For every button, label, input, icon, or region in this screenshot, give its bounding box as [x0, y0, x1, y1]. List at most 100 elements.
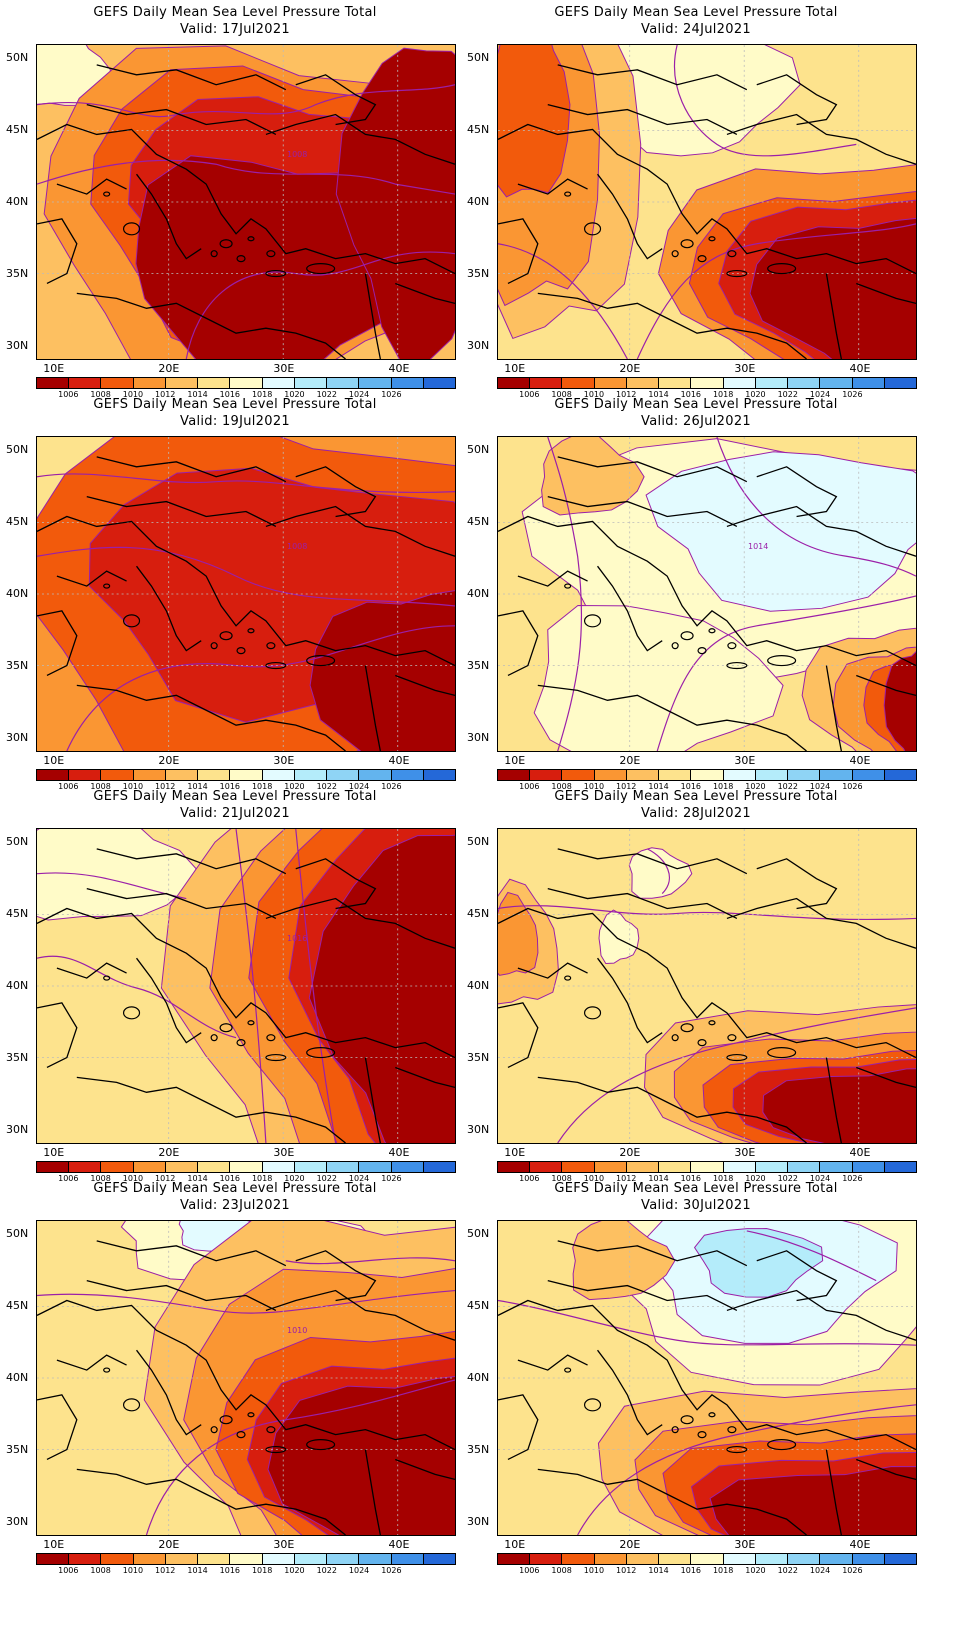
coastline	[395, 1458, 455, 1480]
island	[564, 191, 572, 197]
colorbar-tick-label: 1024	[809, 782, 831, 791]
pressure-map: 1016	[36, 828, 456, 1144]
coastline	[37, 123, 455, 275]
island	[236, 1431, 246, 1439]
map-fill-low	[749, 217, 916, 359]
isobar-line	[37, 1289, 455, 1314]
colorbar-swatch	[391, 1554, 424, 1564]
colorbar-swatch	[423, 770, 456, 780]
island	[236, 255, 246, 263]
colorbar-swatch	[498, 1162, 531, 1172]
coastline	[498, 515, 916, 667]
latitude-label: 40N	[6, 195, 29, 208]
colorbar-tick-label: 1008	[551, 1174, 572, 1183]
colorbar-swatch	[723, 1162, 756, 1172]
island	[583, 1006, 602, 1020]
longitude-label: 40E	[388, 362, 410, 375]
island	[583, 222, 602, 236]
colorbar-tick-label: 1006	[519, 1174, 540, 1183]
colorbar-swatch	[423, 1162, 456, 1172]
coastline	[856, 1066, 916, 1088]
island	[219, 1023, 233, 1033]
colorbar-swatch	[230, 1162, 263, 1172]
colorbar-tick-label: 1006	[58, 1566, 79, 1575]
map-fill-low	[498, 891, 539, 976]
coastline	[498, 1002, 539, 1069]
coastline	[756, 74, 838, 126]
island	[122, 1398, 141, 1412]
colorbar-swatch	[133, 1554, 166, 1564]
latitude-label: 35N	[467, 1050, 490, 1064]
colorbar-tick-label: 1010	[583, 1174, 605, 1183]
colorbar-swatch	[69, 378, 102, 388]
isobar-line	[37, 159, 455, 195]
island	[697, 255, 707, 263]
contour-label: 1008	[287, 542, 308, 551]
map-panel: GEFS Daily Mean Sea Level Pressure Total…	[461, 784, 931, 1183]
island	[210, 1426, 218, 1434]
colorbar-swatch	[262, 378, 295, 388]
coastline	[295, 1250, 377, 1302]
colorbar-swatch	[230, 1554, 263, 1564]
latitude-label: 45N	[6, 123, 29, 137]
coastline	[364, 1449, 381, 1535]
colorbar-swatch	[198, 1162, 231, 1172]
colorbar-tick-label: 1020	[284, 1174, 305, 1183]
island	[671, 1034, 679, 1042]
colorbar-swatch	[198, 770, 231, 780]
map-panel: GEFS Daily Mean Sea Level Pressure Total…	[0, 1176, 470, 1575]
panel-title: GEFS Daily Mean Sea Level Pressure Total…	[461, 396, 931, 430]
latitude-label: 30N	[467, 338, 490, 352]
isobar-line	[746, 1230, 877, 1282]
coastline	[498, 907, 916, 1059]
map-fill-high	[533, 605, 784, 751]
colorbar-tick-label: 1018	[712, 390, 734, 399]
longitude-label: 10E	[43, 362, 65, 375]
colorbar-swatch	[562, 1162, 595, 1172]
contour-label: 1014	[748, 542, 769, 551]
colorbar-swatch	[852, 770, 885, 780]
longitude-label: 10E	[504, 1538, 526, 1551]
colorbar-labels: 1006 1008 1010 1012 1014 1016 1018 1020 1022 1024…	[497, 1566, 917, 1576]
latitude-label: 45N	[467, 515, 490, 529]
island	[103, 583, 111, 589]
longitude-label: 20E	[158, 1538, 180, 1551]
coastline	[76, 1468, 346, 1535]
island	[210, 642, 218, 650]
island	[265, 269, 287, 278]
colorbar-swatch	[788, 1162, 821, 1172]
colorbar-tick-label: 1022	[777, 390, 798, 399]
colorbar-tick-label: 1014	[187, 390, 208, 399]
island	[708, 628, 716, 634]
latitude-label: 45N	[467, 907, 490, 921]
panel-title-valid: Valid: 23Jul2021	[180, 1198, 290, 1213]
colorbar-tick-label: 1012	[155, 390, 176, 399]
latitude-label: 30N	[467, 730, 490, 744]
colorbar	[36, 769, 456, 781]
coastline	[265, 1289, 455, 1341]
colorbar-tick-label: 1012	[616, 1174, 637, 1183]
latitude-label: 50N	[467, 51, 490, 65]
panel-title-valid: Valid: 24Jul2021	[641, 22, 751, 37]
colorbar-swatch	[294, 1162, 328, 1172]
colorbar-swatch	[327, 1554, 360, 1564]
colorbar-swatch	[391, 770, 424, 780]
latitude-label: 30N	[6, 1514, 29, 1528]
colorbar-tick-label: 1018	[251, 1174, 273, 1183]
coastline	[597, 957, 663, 1044]
panel-title-product: GEFS Daily Mean Sea Level Pressure Total	[93, 789, 377, 804]
isobar-line	[498, 905, 916, 921]
coastline	[547, 1279, 738, 1312]
coastline	[537, 684, 807, 751]
coastline	[557, 848, 748, 875]
isobar-line	[37, 955, 237, 1039]
colorbar-swatch	[198, 378, 231, 388]
colorbar-tick-label: 1006	[58, 782, 79, 791]
colorbar-swatch	[165, 1554, 199, 1564]
isobar-line	[647, 848, 670, 895]
panel-title-valid: Valid: 21Jul2021	[180, 806, 290, 821]
colorbar-swatch	[562, 1554, 595, 1564]
coastline	[825, 1057, 842, 1143]
panel-title-valid: Valid: 28Jul2021	[641, 806, 751, 821]
colorbar-tick-label: 1022	[316, 1566, 337, 1575]
